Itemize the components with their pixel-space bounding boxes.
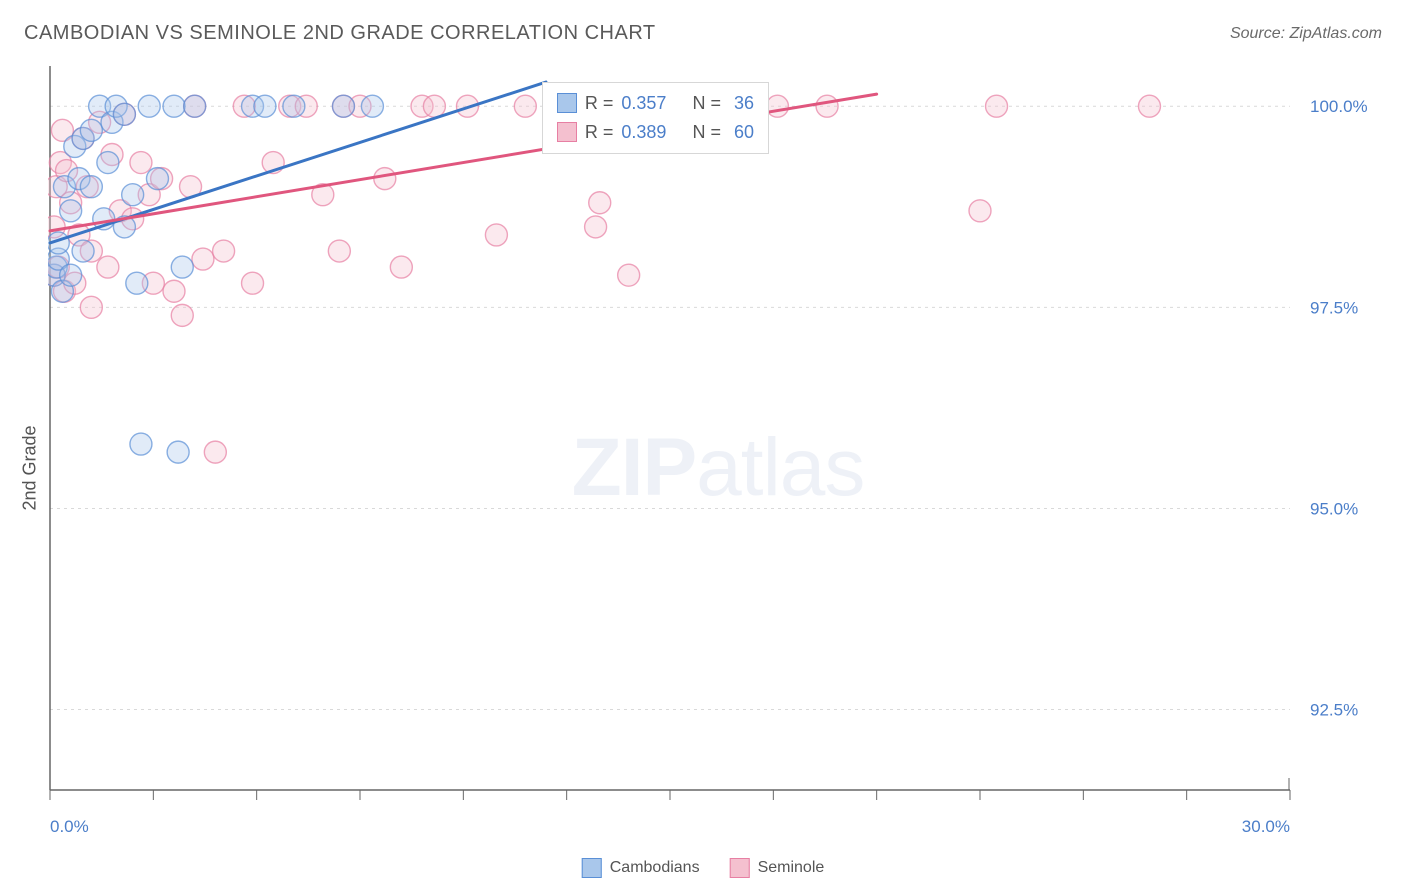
source-attribution: Source: ZipAtlas.com: [1230, 25, 1382, 43]
r-value: 0.357: [621, 89, 666, 118]
n-value: 60: [729, 118, 754, 147]
chart-header: CAMBODIAN VS SEMINOLE 2ND GRADE CORRELAT…: [0, 0, 1406, 53]
r-value: 0.389: [621, 118, 666, 147]
r-label: R =: [585, 89, 614, 118]
scatter-plot-svg: 92.5% 95.0% 97.5% 100.0% 0.0% 30.0%: [48, 58, 1388, 878]
n-value: 36: [729, 89, 754, 118]
legend-item-seminole: Seminole: [730, 858, 825, 878]
svg-text:30.0%: 30.0%: [1242, 817, 1290, 836]
svg-text:97.5%: 97.5%: [1310, 298, 1358, 317]
stats-legend-box: R =0.357 N = 36R =0.389 N = 60: [542, 82, 769, 154]
svg-text:95.0%: 95.0%: [1310, 499, 1358, 518]
bottom-legend: Cambodians Seminole: [582, 858, 825, 878]
svg-text:0.0%: 0.0%: [50, 817, 89, 836]
legend-swatch-icon: [730, 858, 750, 878]
legend-label: Seminole: [758, 859, 825, 877]
svg-text:92.5%: 92.5%: [1310, 701, 1358, 720]
y-axis-label: 2nd Grade: [20, 425, 41, 510]
svg-text:100.0%: 100.0%: [1310, 97, 1368, 116]
legend-label: Cambodians: [610, 859, 700, 877]
legend-swatch-icon: [557, 93, 577, 113]
legend-item-cambodians: Cambodians: [582, 858, 700, 878]
legend-swatch-icon: [557, 122, 577, 142]
stats-legend-row: R =0.357 N = 36: [557, 89, 754, 118]
chart-area: 2nd Grade 92.5%95.0%97.5%100.0%0.0%30.0%…: [48, 58, 1388, 878]
n-label: N =: [692, 89, 721, 118]
n-label: N =: [692, 118, 721, 147]
chart-title: CAMBODIAN VS SEMINOLE 2ND GRADE CORRELAT…: [24, 22, 656, 45]
legend-swatch-icon: [582, 858, 602, 878]
stats-legend-row: R =0.389 N = 60: [557, 118, 754, 147]
r-label: R =: [585, 118, 614, 147]
